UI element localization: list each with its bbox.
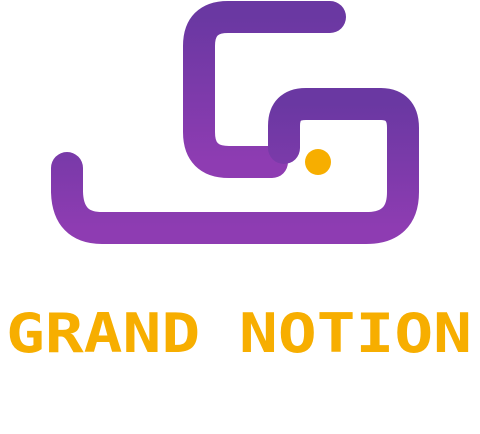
- logo-mark-upper: [183, 1, 346, 178]
- logo-dot: [305, 149, 331, 175]
- logo-mark-lower: [51, 88, 419, 244]
- brand-name: GRAND NOTION: [6, 302, 472, 365]
